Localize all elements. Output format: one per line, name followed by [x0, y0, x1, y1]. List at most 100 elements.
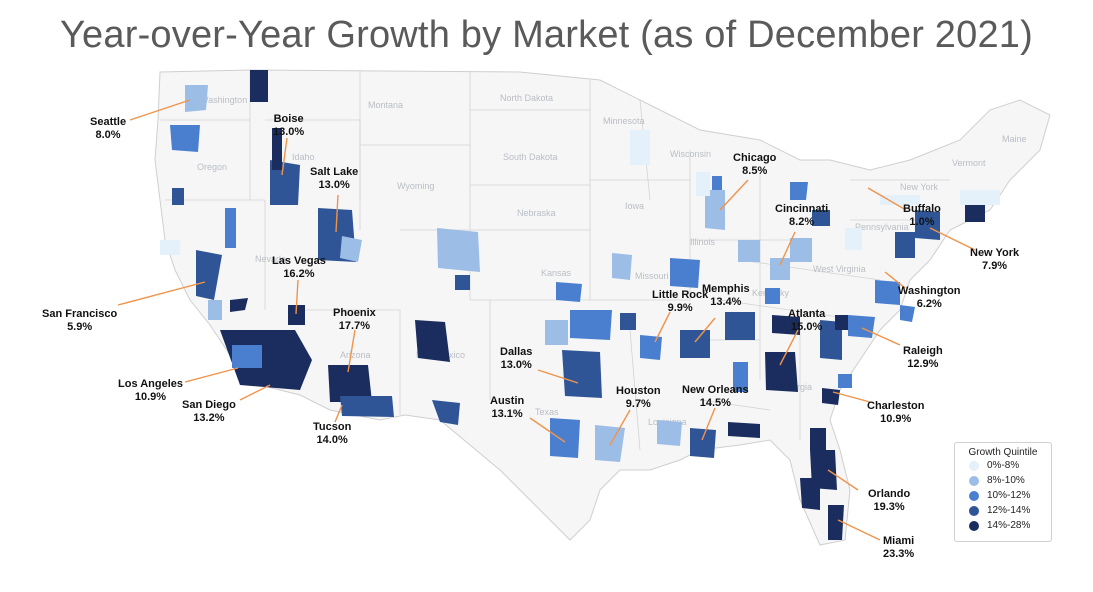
- region-boston: [965, 205, 985, 222]
- legend-title: Growth Quintile: [968, 447, 1038, 458]
- legend-swatch: [969, 475, 979, 486]
- leader-seattle: [129, 99, 191, 121]
- market-label-dallas: Dallas 13.0%: [500, 346, 533, 371]
- us-outline: [154, 69, 1051, 546]
- region-cleveland: [812, 210, 830, 226]
- state-label-missouri: Missouri: [635, 271, 669, 281]
- region-miami: [828, 505, 844, 540]
- region-dallas: [562, 350, 602, 398]
- market-label-miami: Miami 23.3%: [883, 535, 915, 560]
- region-springfield: [620, 313, 636, 330]
- region-philly: [895, 232, 915, 258]
- leader-charleston: [832, 391, 871, 403]
- region-light-3: [696, 172, 710, 196]
- state-label-south-dakota: South Dakota: [503, 152, 558, 162]
- state-label-pennsylvania: Pennsylvania: [855, 222, 909, 232]
- region-charleston: [822, 388, 840, 405]
- legend-label: 14%-28%: [987, 520, 1031, 531]
- region-indy: [738, 240, 760, 262]
- region-memphis: [680, 330, 710, 358]
- region-savannah: [838, 374, 852, 388]
- leader-cincinnati: [779, 231, 796, 266]
- state-label-vermont: Vermont: [952, 158, 986, 168]
- leader-salt-lake: [335, 194, 339, 233]
- region-buffalo: [880, 195, 920, 205]
- market-label-little-rock: Little Rock 9.9%: [652, 289, 709, 314]
- region-louisville: [765, 288, 780, 304]
- region-st-louis: [670, 258, 700, 288]
- region-new-orleans: [690, 428, 716, 458]
- state-label-wyoming: Wyoming: [397, 181, 434, 191]
- leader-san-francisco: [117, 281, 206, 306]
- region-seattle-core: [170, 125, 200, 152]
- region-okc-2: [545, 320, 568, 345]
- state-label-texas: Texas: [535, 407, 559, 417]
- state-label-oregon: Oregon: [197, 162, 227, 172]
- legend-item: 8%-10%: [955, 473, 1051, 488]
- market-label-new-orleans: New Orleans 14.5%: [682, 384, 749, 409]
- legend-swatch: [969, 505, 979, 516]
- market-label-phoenix: Phoenix 17.7%: [333, 307, 376, 332]
- leader-new-york: [929, 227, 976, 251]
- region-phoenix: [328, 365, 372, 402]
- region-ny: [915, 210, 940, 240]
- region-light-2: [160, 240, 180, 255]
- market-label-san-francisco: San Francisco 5.9%: [42, 308, 118, 333]
- leader-raleigh: [861, 327, 901, 346]
- region-richmond: [900, 305, 915, 322]
- leader-dallas: [537, 369, 579, 384]
- market-label-houston: Houston 9.7%: [616, 385, 661, 410]
- region-nashville: [725, 312, 755, 340]
- region-detroit: [790, 182, 808, 200]
- region-albuquerque: [415, 320, 450, 362]
- state-label-maine: Maine: [1002, 134, 1027, 144]
- leader-las-vegas: [295, 279, 299, 315]
- market-label-chicago: Chicago 8.5%: [733, 152, 777, 177]
- region-idaho-falls: [272, 128, 282, 170]
- region-washington: [875, 280, 900, 305]
- region-houston: [595, 425, 625, 462]
- market-label-orlando: Orlando 19.3%: [868, 488, 911, 513]
- leader-washington: [884, 271, 906, 289]
- legend-item: 10%-12%: [955, 488, 1051, 503]
- region-pittsburgh: [845, 228, 862, 250]
- region-jacksonville: [810, 428, 826, 450]
- legend-label: 8%-10%: [987, 475, 1025, 486]
- region-fresno: [230, 298, 248, 312]
- region-boise: [270, 160, 300, 205]
- leader-phoenix: [347, 329, 356, 373]
- market-label-washington: Washington 6.2%: [898, 285, 961, 310]
- legend-item: 14%-28%: [955, 518, 1051, 533]
- leader-chicago: [719, 179, 749, 211]
- state-label-nebraska: Nebraska: [517, 208, 556, 218]
- region-milwaukee: [712, 176, 722, 190]
- region-okc: [570, 310, 612, 340]
- state-label-washington: Washington: [200, 95, 247, 105]
- legend-label: 12%-14%: [987, 505, 1031, 516]
- state-label-illinois: Illinois: [690, 237, 716, 247]
- region-bellingham: [250, 70, 268, 102]
- region-cincinnati: [770, 258, 790, 280]
- state-label-montana: Montana: [368, 100, 403, 110]
- region-tucson: [340, 396, 394, 417]
- market-label-raleigh: Raleigh 12.9%: [903, 345, 943, 370]
- market-regions: [160, 70, 1000, 540]
- leader-austin: [529, 417, 566, 443]
- state-label-new-york: New York: [900, 182, 939, 192]
- legend-item: 0%-8%: [955, 458, 1051, 473]
- state-label-arizona: Arizona: [340, 350, 371, 360]
- leader-memphis: [694, 317, 716, 343]
- region-tampa: [800, 478, 820, 510]
- legend-swatch: [969, 520, 979, 531]
- market-label-san-diego: San Diego 13.2%: [182, 399, 236, 424]
- region-shreveport: [657, 420, 682, 446]
- state-label-minnesota: Minnesota: [603, 116, 645, 126]
- legend-swatch: [969, 460, 979, 471]
- region-col-springs: [455, 275, 470, 290]
- leader-los-angeles: [184, 367, 239, 383]
- region-raleigh: [848, 315, 875, 338]
- market-label-new-york: New York 7.9%: [970, 247, 1020, 272]
- leader-houston: [609, 409, 631, 446]
- legend-item: 12%-14%: [955, 503, 1051, 518]
